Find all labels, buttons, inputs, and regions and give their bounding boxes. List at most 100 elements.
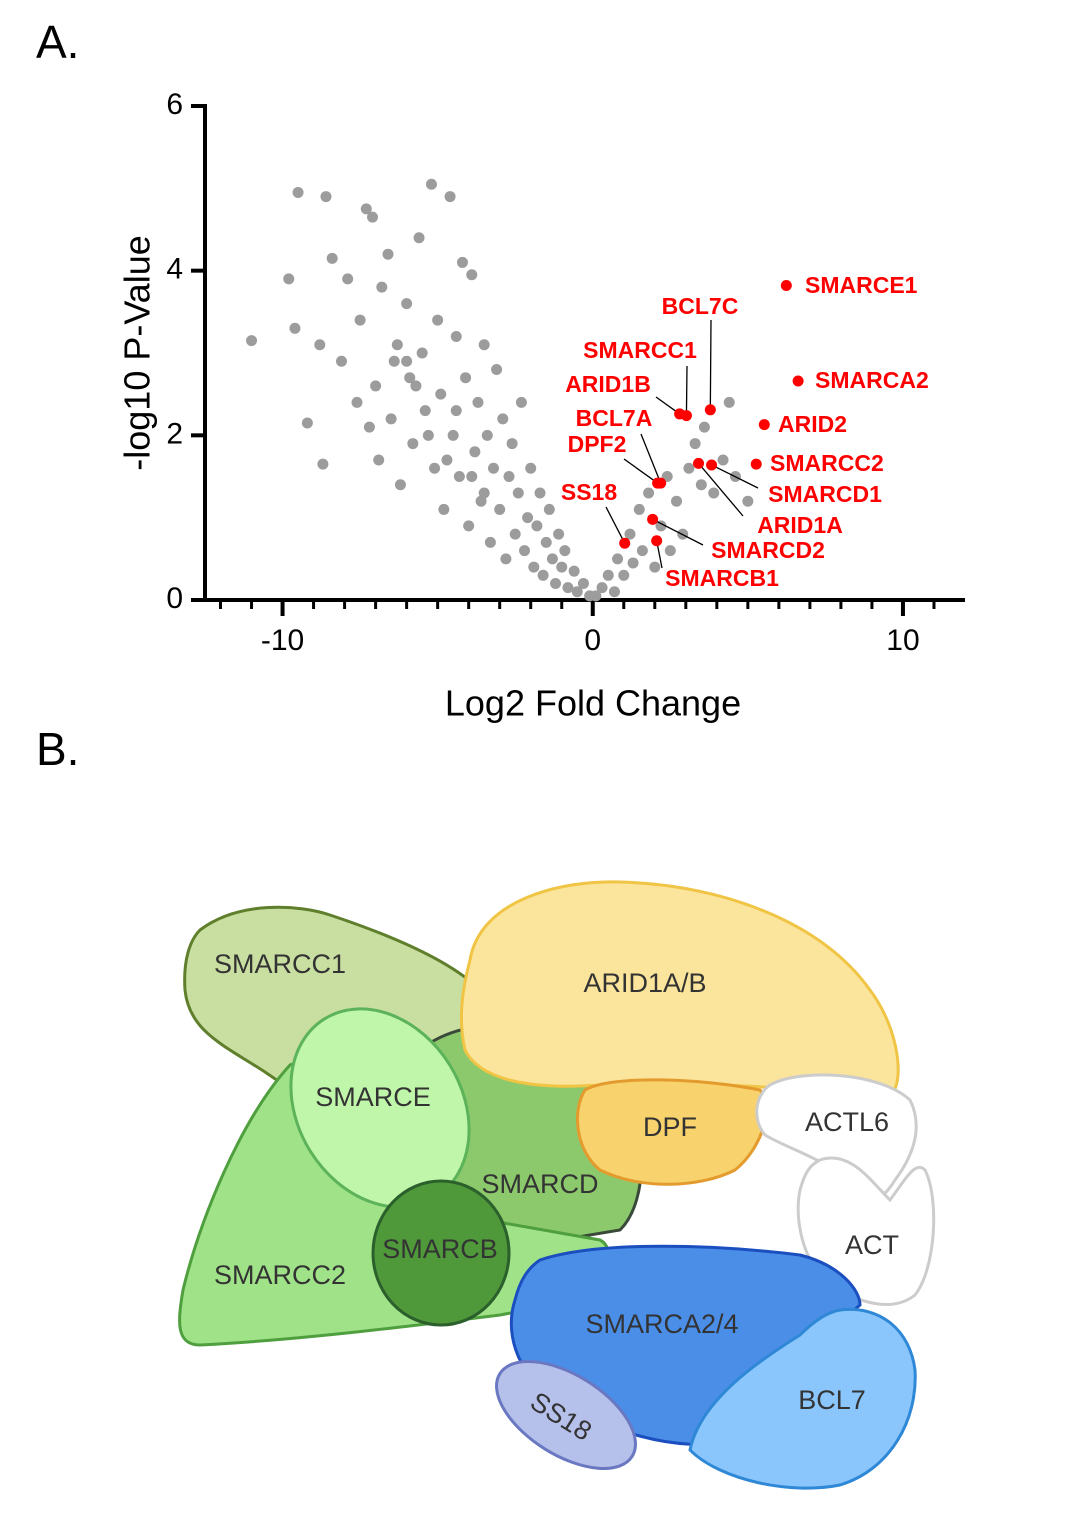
point: [698, 421, 710, 433]
point: [571, 586, 583, 598]
point: [506, 438, 518, 450]
point: [460, 372, 472, 384]
point: [550, 578, 562, 590]
point: [742, 495, 754, 507]
point: [655, 520, 667, 532]
point: [453, 471, 465, 482]
leader-line: [711, 464, 759, 489]
point: [481, 429, 493, 441]
leader-line: [640, 433, 662, 484]
point: [466, 269, 478, 281]
point: [559, 545, 571, 557]
leader-line: [623, 458, 658, 484]
point: [373, 454, 385, 466]
point: [590, 590, 602, 602]
point: [491, 363, 503, 375]
point: [671, 495, 683, 507]
point: [363, 421, 375, 433]
complex-diagram: SMARCC1 ARID1A/B SMARCE DPF ACTL6 SMARCD…: [178, 880, 936, 1490]
point: [283, 273, 295, 285]
point: [619, 537, 631, 549]
point-label: SMARCD1: [768, 481, 882, 507]
point: [683, 462, 695, 474]
point: [706, 459, 718, 471]
point: [484, 536, 496, 548]
node-label: ACT: [845, 1230, 899, 1260]
x-tick-label: -10: [261, 624, 304, 657]
point: [391, 339, 403, 351]
point-label: BCL7A: [576, 405, 653, 431]
point: [723, 396, 735, 408]
y-axis-label: -log10 P-Value: [117, 235, 158, 470]
point: [450, 331, 462, 343]
point: [689, 438, 701, 450]
point: [528, 561, 540, 573]
point: [401, 355, 413, 367]
point: [618, 569, 630, 581]
point: [441, 454, 453, 466]
point: [246, 335, 258, 347]
point: [435, 388, 447, 400]
point: [367, 211, 379, 223]
node-label: ARID1A/B: [583, 968, 706, 998]
panel-label: B.: [36, 723, 79, 775]
point: [289, 322, 301, 334]
y-tick-label: 2: [166, 417, 183, 450]
point: [664, 545, 676, 557]
point: [419, 405, 431, 417]
point: [633, 503, 645, 515]
point: [695, 479, 707, 491]
point: [401, 298, 413, 310]
point: [534, 487, 546, 499]
point: [540, 536, 552, 548]
point: [627, 557, 639, 569]
ss18-shape: [495, 1360, 637, 1470]
point-label: ARID1B: [565, 371, 651, 397]
node-label: SMARCA2/4: [585, 1309, 738, 1339]
point: [494, 503, 506, 515]
point: [416, 347, 428, 359]
node-label: DPF: [643, 1112, 697, 1142]
point-label: BCL7C: [662, 293, 739, 319]
point: [519, 545, 531, 557]
point: [444, 191, 456, 203]
point: [478, 339, 490, 351]
point: [708, 487, 720, 499]
point: [515, 396, 527, 408]
node-label: SMARCC1: [214, 949, 346, 979]
point-label: SMARCD2: [711, 537, 825, 563]
point-label: DPF2: [568, 431, 627, 457]
y-tick-label: 0: [166, 582, 183, 615]
point: [497, 413, 509, 425]
point: [537, 569, 549, 581]
point: [531, 520, 543, 532]
plot: 0 2 4 6 -10 0 10 SMARCE1 SMARCA2 ARID2 SMARCC2 BCL7…: [166, 88, 965, 657]
point: [780, 279, 792, 291]
point: [410, 380, 422, 392]
dpf-shape: [575, 1078, 768, 1186]
point: [602, 569, 614, 581]
node-label: SMARCE: [315, 1082, 431, 1112]
point: [636, 545, 648, 557]
point: [562, 582, 574, 594]
point: [432, 314, 444, 326]
point: [317, 458, 329, 470]
point: [370, 380, 382, 392]
point: [404, 372, 416, 384]
point: [469, 446, 481, 458]
point: [503, 471, 515, 482]
point: [335, 355, 347, 367]
point: [693, 457, 705, 469]
leader-line: [652, 518, 704, 546]
leader-line: [709, 319, 712, 410]
point: [792, 375, 804, 387]
point: [512, 487, 524, 499]
point: [425, 178, 437, 190]
panel-label: A.: [36, 16, 79, 68]
point: [624, 528, 636, 540]
smarcb-shape: [371, 1179, 511, 1327]
point: [450, 405, 462, 417]
point: [422, 429, 434, 441]
point: [351, 396, 363, 408]
point: [382, 248, 394, 260]
